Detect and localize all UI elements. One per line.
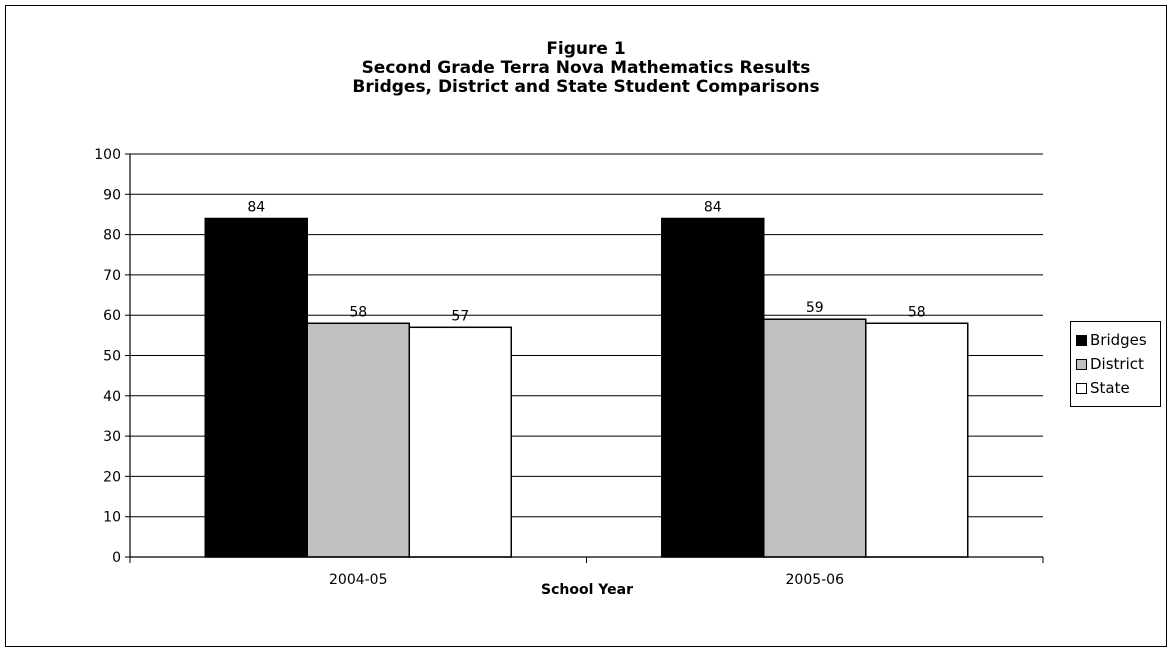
data-label-bridges-2005-06: 84: [704, 199, 722, 215]
legend-label-state: State: [1090, 379, 1130, 397]
x-tick-label-2004-05: 2004-05: [329, 572, 388, 588]
legend-item-district: District: [1076, 352, 1160, 376]
y-tick-label-100: 100: [94, 147, 121, 163]
chart-subtitle-line-1: Second Grade Terra Nova Mathematics Resu…: [361, 58, 811, 78]
legend: Bridges District State: [1070, 321, 1161, 407]
data-label-district-2005-06: 59: [806, 300, 824, 316]
bar-state-2005-06: [865, 322, 969, 558]
legend-swatch-district: [1076, 358, 1087, 370]
data-label-district-2004-05: 58: [349, 304, 367, 320]
legend-label-district: District: [1090, 355, 1144, 373]
bar-district-2004-05: [306, 322, 410, 558]
y-tick-label-90: 90: [103, 187, 121, 203]
y-tick-label-20: 20: [103, 469, 121, 485]
legend-item-bridges: Bridges: [1076, 328, 1160, 352]
bar-bridges-2005-06: [661, 217, 765, 558]
data-label-state-2005-06: 58: [908, 304, 926, 320]
legend-item-state: State: [1076, 376, 1160, 400]
bar-bridges-2004-05: [204, 217, 308, 558]
y-tick-label-70: 70: [103, 268, 121, 284]
bar-district-2005-06: [763, 318, 867, 558]
chart-subtitle-line-2: Bridges, District and State Student Comp…: [352, 77, 820, 97]
axes: 0 10 20 30 40 50 60 70 80 90 100 2004-05 2005-06: [94, 147, 1044, 588]
bar-chart: 0 10 20 30 40 50 60 70 80 90 100 2004-05 2005-06 84 5…: [94, 147, 1044, 588]
legend-swatch-bridges: [1076, 334, 1087, 346]
chart-title-block: Figure 1 Second Grade Terra Nova Mathema…: [6, 40, 1166, 97]
y-tick-label-50: 50: [103, 349, 121, 365]
y-tick-label-0: 0: [112, 550, 121, 566]
chart-frame: Figure 1 Second Grade Terra Nova Mathema…: [5, 5, 1167, 647]
data-labels: 84 58 57 84 59 58: [247, 199, 925, 324]
y-tick-label-80: 80: [103, 228, 121, 244]
y-tick-label-40: 40: [103, 389, 121, 405]
bar-state-2004-05: [408, 326, 512, 558]
bars: [204, 217, 969, 558]
y-tick-label-10: 10: [103, 510, 121, 526]
y-tick-label-60: 60: [103, 308, 121, 324]
x-tick-label-2005-06: 2005-06: [786, 572, 845, 588]
legend-swatch-state: [1076, 382, 1087, 394]
y-tick-label-30: 30: [103, 429, 121, 445]
data-label-bridges-2004-05: 84: [247, 199, 265, 215]
legend-label-bridges: Bridges: [1090, 331, 1147, 349]
data-label-state-2004-05: 57: [451, 308, 469, 324]
chart-title: Figure 1: [546, 39, 626, 59]
x-axis-title: School Year: [541, 582, 633, 598]
